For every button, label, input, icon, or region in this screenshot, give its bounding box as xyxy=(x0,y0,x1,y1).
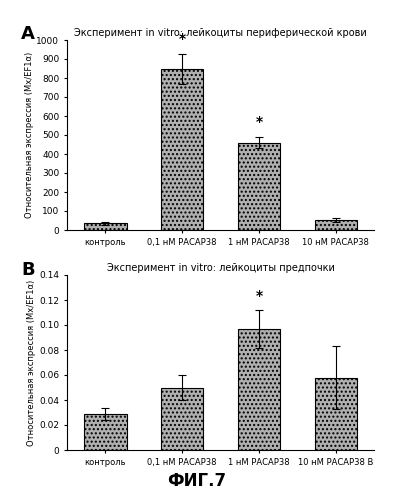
Bar xyxy=(315,378,357,450)
Bar xyxy=(84,414,126,450)
Text: A: A xyxy=(21,25,35,43)
Text: B: B xyxy=(21,261,35,279)
Bar xyxy=(238,329,280,450)
Y-axis label: Относительная экспресcия (Mx/EF1α): Относительная экспресcия (Mx/EF1α) xyxy=(24,52,33,218)
Text: *: * xyxy=(255,116,263,130)
Title: Эксперимент in vitro: лейкоциты периферической крови: Эксперимент in vitro: лейкоциты перифери… xyxy=(74,28,367,38)
Text: ФИГ.7: ФИГ.7 xyxy=(167,472,227,490)
Bar xyxy=(161,69,203,230)
Text: *: * xyxy=(255,289,263,303)
Text: *: * xyxy=(178,32,186,46)
Y-axis label: Относительная экспресcия (Mx/EF1α): Относительная экспресcия (Mx/EF1α) xyxy=(28,280,36,446)
Bar xyxy=(84,224,126,230)
Bar xyxy=(315,220,357,230)
Bar xyxy=(161,388,203,450)
Title: Эксперимент in vitro: лейкоциты предпочки: Эксперимент in vitro: лейкоциты предпочк… xyxy=(107,263,335,273)
Bar xyxy=(238,142,280,230)
